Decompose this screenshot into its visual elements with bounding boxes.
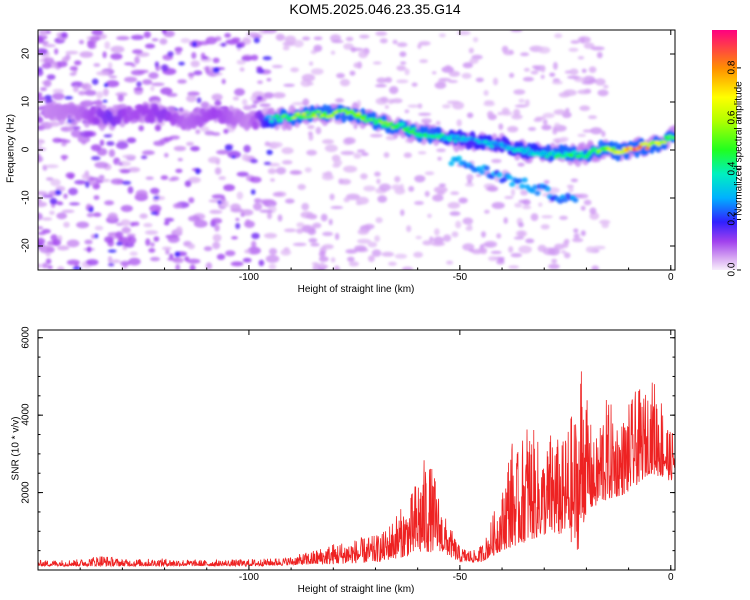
spectrogram-ytick-label: -20: [20, 238, 32, 253]
colorbar-tick-label: 0.6: [726, 110, 738, 125]
spectrogram-heatmap: [38, 30, 675, 270]
spectrogram-ytick-label: -10: [20, 190, 32, 205]
spectrogram-xlabel: Height of straight line (km): [297, 284, 415, 295]
snr-xtick-label: -50: [452, 572, 468, 583]
colorbar-ticks: [737, 67, 741, 271]
snr-xlabel: Height of straight line (km): [297, 584, 415, 595]
colorbar-tick-label: 0.2: [726, 212, 738, 226]
spectrogram-ridge: [42, 100, 675, 204]
colorbar-tick-label: 0.4: [726, 161, 738, 176]
snr-ticks: [37, 330, 675, 570]
snr-background: [38, 330, 675, 570]
chart-title: KOM5.2025.046.23.35.G14: [289, 1, 461, 17]
colorbar-gradient: [712, 30, 737, 270]
spectrogram-xtick-label: -100: [238, 272, 259, 283]
spectrogram-noise: [38, 30, 611, 270]
snr-line: [38, 371, 675, 568]
snr-frame: [37, 329, 676, 571]
spectrogram-ytick-label: 0: [20, 146, 32, 153]
colorbar-tick-label: 0.8: [726, 60, 738, 75]
spectrogram-ylabel: Frequency (Hz): [5, 114, 17, 183]
spectrogram-xtick-label: -50: [452, 272, 468, 283]
spectrogram-plot: [37, 29, 676, 271]
spectrogram-ytick-label: 20: [20, 47, 32, 60]
spectrogram-ticks: [37, 30, 675, 270]
snr-ytick-label: 2000: [20, 480, 32, 504]
snr-ytick-label: 6000: [20, 326, 32, 349]
snr-xtick-label: 0: [668, 572, 674, 583]
snr-ytick-label: 4000: [20, 403, 32, 426]
colorbar-tick-label: 0.0: [726, 262, 738, 277]
snr-plot: [37, 329, 676, 571]
colorbar: [712, 30, 741, 271]
spectrogram-xtick-label: 0: [668, 272, 674, 283]
spectrogram-ytick-label: 10: [20, 95, 32, 108]
snr-xtick-label: -100: [238, 572, 259, 583]
